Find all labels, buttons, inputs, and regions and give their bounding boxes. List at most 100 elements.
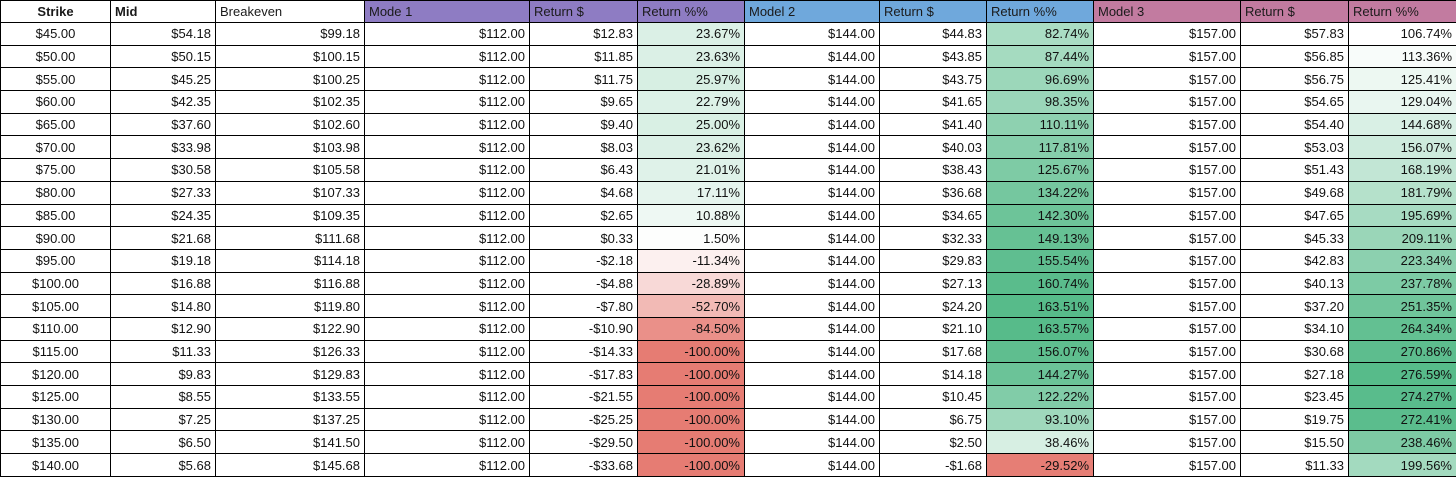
value-cell[interactable]: $112.00 xyxy=(364,407,530,432)
value-cell[interactable]: 98.35% xyxy=(986,90,1094,114)
value-cell[interactable]: 129.04% xyxy=(1348,90,1456,114)
value-cell[interactable]: $112.00 xyxy=(364,362,530,386)
value-cell[interactable]: $53.03 xyxy=(1240,135,1349,160)
value-cell[interactable]: $122.90 xyxy=(215,316,365,341)
value-cell[interactable]: $144.00 xyxy=(744,22,880,46)
strike-cell[interactable]: $75.00 xyxy=(0,158,111,182)
value-cell[interactable]: 113.36% xyxy=(1348,44,1456,69)
value-cell[interactable]: $144.00 xyxy=(744,294,880,318)
value-cell[interactable]: $54.65 xyxy=(1240,90,1349,114)
value-cell[interactable]: -$21.55 xyxy=(529,385,638,409)
value-cell[interactable]: 160.74% xyxy=(986,271,1094,296)
value-cell[interactable]: $144.00 xyxy=(744,385,880,409)
value-cell[interactable]: $41.65 xyxy=(879,90,987,114)
value-cell[interactable]: $157.00 xyxy=(1093,135,1241,160)
column-header-return-8[interactable]: Return %% xyxy=(986,0,1094,23)
value-cell[interactable]: 93.10% xyxy=(986,407,1094,432)
value-cell[interactable]: $14.80 xyxy=(110,294,216,318)
value-cell[interactable]: $11.85 xyxy=(529,44,638,69)
value-cell[interactable]: $112.00 xyxy=(364,226,530,250)
value-cell[interactable]: 122.22% xyxy=(986,385,1094,409)
value-cell[interactable]: $157.00 xyxy=(1093,248,1241,273)
value-cell[interactable]: $2.65 xyxy=(529,203,638,228)
strike-cell[interactable]: $50.00 xyxy=(0,44,111,69)
value-cell[interactable]: 163.51% xyxy=(986,294,1094,318)
value-cell[interactable]: 195.69% xyxy=(1348,203,1456,228)
value-cell[interactable]: $45.25 xyxy=(110,67,216,92)
value-cell[interactable]: $102.35 xyxy=(215,90,365,114)
value-cell[interactable]: -100.00% xyxy=(637,385,745,409)
column-header-mid-1[interactable]: Mid xyxy=(110,0,216,23)
value-cell[interactable]: $157.00 xyxy=(1093,294,1241,318)
value-cell[interactable]: 1.50% xyxy=(637,226,745,250)
value-cell[interactable]: $33.98 xyxy=(110,135,216,160)
value-cell[interactable]: -$2.18 xyxy=(529,248,638,273)
value-cell[interactable]: 272.41% xyxy=(1348,407,1456,432)
value-cell[interactable]: $8.55 xyxy=(110,385,216,409)
value-cell[interactable]: -100.00% xyxy=(637,362,745,386)
column-header-breakeven-2[interactable]: Breakeven xyxy=(215,0,365,23)
value-cell[interactable]: $112.00 xyxy=(364,203,530,228)
value-cell[interactable]: $112.00 xyxy=(364,22,530,46)
strike-cell[interactable]: $125.00 xyxy=(0,385,111,409)
value-cell[interactable]: $43.75 xyxy=(879,67,987,92)
value-cell[interactable]: $40.03 xyxy=(879,135,987,160)
value-cell[interactable]: $112.00 xyxy=(364,453,530,477)
value-cell[interactable]: $42.35 xyxy=(110,90,216,114)
value-cell[interactable]: $112.00 xyxy=(364,180,530,205)
strike-cell[interactable]: $110.00 xyxy=(0,316,111,341)
value-cell[interactable]: 23.67% xyxy=(637,22,745,46)
column-header-return-11[interactable]: Return %% xyxy=(1348,0,1456,23)
value-cell[interactable]: $112.00 xyxy=(364,430,530,455)
value-cell[interactable]: $157.00 xyxy=(1093,180,1241,205)
value-cell[interactable]: 125.41% xyxy=(1348,67,1456,92)
value-cell[interactable]: $102.60 xyxy=(215,112,365,137)
value-cell[interactable]: $27.18 xyxy=(1240,362,1349,386)
value-cell[interactable]: $34.10 xyxy=(1240,316,1349,341)
value-cell[interactable]: $144.00 xyxy=(744,44,880,69)
value-cell[interactable]: $11.33 xyxy=(1240,453,1349,477)
value-cell[interactable]: $6.43 xyxy=(529,158,638,182)
value-cell[interactable]: -$14.33 xyxy=(529,339,638,364)
value-cell[interactable]: $6.75 xyxy=(879,407,987,432)
value-cell[interactable]: -$33.68 xyxy=(529,453,638,477)
value-cell[interactable]: 144.27% xyxy=(986,362,1094,386)
value-cell[interactable]: $37.20 xyxy=(1240,294,1349,318)
value-cell[interactable]: $157.00 xyxy=(1093,385,1241,409)
value-cell[interactable]: $109.35 xyxy=(215,203,365,228)
value-cell[interactable]: $41.40 xyxy=(879,112,987,137)
value-cell[interactable]: 144.68% xyxy=(1348,112,1456,137)
value-cell[interactable]: 10.88% xyxy=(637,203,745,228)
value-cell[interactable]: $144.00 xyxy=(744,248,880,273)
value-cell[interactable]: $112.00 xyxy=(364,271,530,296)
value-cell[interactable]: -$10.90 xyxy=(529,316,638,341)
value-cell[interactable]: -100.00% xyxy=(637,407,745,432)
strike-cell[interactable]: $60.00 xyxy=(0,90,111,114)
value-cell[interactable]: -$4.88 xyxy=(529,271,638,296)
value-cell[interactable]: -11.34% xyxy=(637,248,745,273)
value-cell[interactable]: $9.40 xyxy=(529,112,638,137)
value-cell[interactable]: $15.50 xyxy=(1240,430,1349,455)
value-cell[interactable]: $157.00 xyxy=(1093,453,1241,477)
value-cell[interactable]: $51.43 xyxy=(1240,158,1349,182)
value-cell[interactable]: $14.18 xyxy=(879,362,987,386)
strike-cell[interactable]: $105.00 xyxy=(0,294,111,318)
value-cell[interactable]: 238.46% xyxy=(1348,430,1456,455)
value-cell[interactable]: 38.46% xyxy=(986,430,1094,455)
value-cell[interactable]: $112.00 xyxy=(364,67,530,92)
value-cell[interactable]: $17.68 xyxy=(879,339,987,364)
column-header-model-2-6[interactable]: Model 2 xyxy=(744,0,880,23)
column-header-strike-0[interactable]: Strike xyxy=(0,0,111,23)
value-cell[interactable]: $157.00 xyxy=(1093,158,1241,182)
value-cell[interactable]: $144.00 xyxy=(744,67,880,92)
value-cell[interactable]: 96.69% xyxy=(986,67,1094,92)
value-cell[interactable]: $24.20 xyxy=(879,294,987,318)
value-cell[interactable]: $9.65 xyxy=(529,90,638,114)
value-cell[interactable]: $144.00 xyxy=(744,362,880,386)
value-cell[interactable]: $8.03 xyxy=(529,135,638,160)
value-cell[interactable]: 156.07% xyxy=(986,339,1094,364)
value-cell[interactable]: $56.75 xyxy=(1240,67,1349,92)
value-cell[interactable]: $45.33 xyxy=(1240,226,1349,250)
value-cell[interactable]: $144.00 xyxy=(744,339,880,364)
value-cell[interactable]: $144.00 xyxy=(744,453,880,477)
